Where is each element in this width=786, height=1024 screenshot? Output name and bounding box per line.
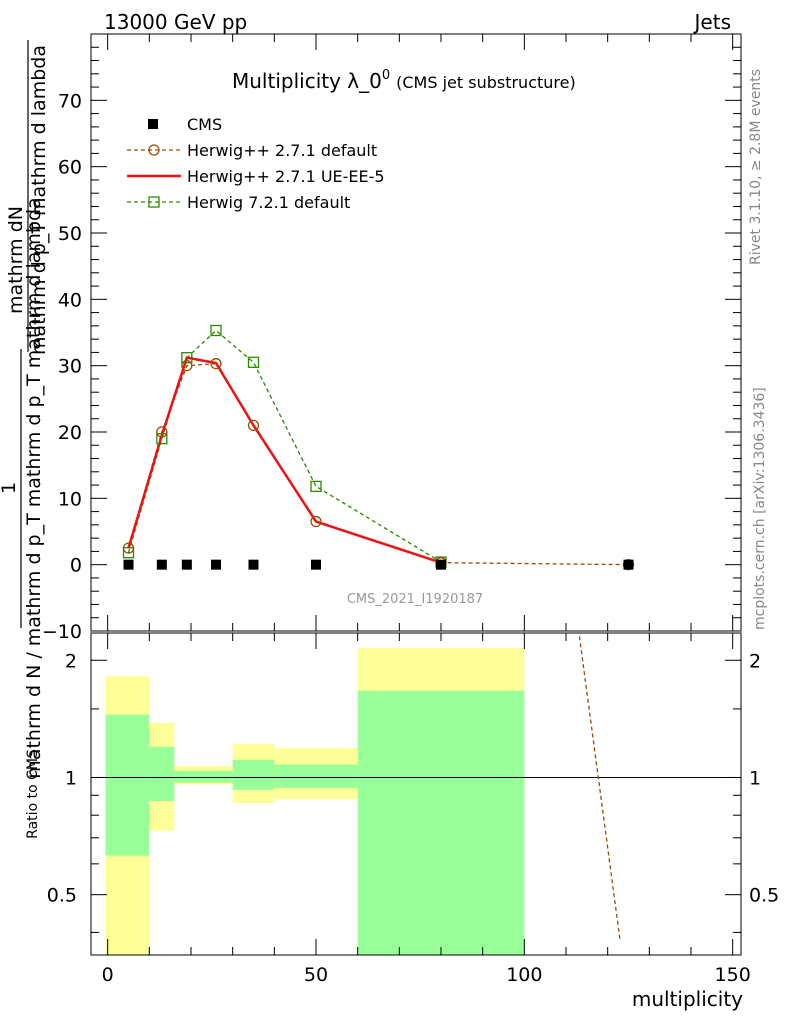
rivet-credit: Rivet 3.1.10, ≥ 2.8M events xyxy=(748,69,764,265)
cms-data-point xyxy=(211,559,221,570)
herwigpp-default-point xyxy=(247,419,260,432)
ratio-y-tick-label-right: 0.5 xyxy=(749,885,779,907)
ratio-y-label: Ratio to CMS xyxy=(25,749,41,839)
herwig7-point xyxy=(156,432,168,445)
series-line-herwigpp-ueee5 xyxy=(127,356,442,564)
legend-label-cms: CMS xyxy=(187,115,222,134)
ratio-axis-ticks: 0.5 0.5 1 1 2 2 0 50 100 150 xyxy=(47,633,779,986)
cms-data-point xyxy=(248,559,259,570)
herwigpp-default-point xyxy=(122,542,135,554)
legend-marker-herwig7 xyxy=(148,196,160,208)
ratio-plot-frame xyxy=(90,632,742,956)
top-y-tick-label: 60 xyxy=(58,157,82,179)
ratio-band-inner xyxy=(274,764,358,788)
legend-marker-herwigpp-default xyxy=(148,144,160,156)
top-series-layer xyxy=(122,324,635,571)
top-y-tick-label: 70 xyxy=(58,90,82,112)
ratio-y-tick-label: 1 xyxy=(65,767,77,789)
top-y-tick-label: −10 xyxy=(42,621,82,643)
cms-data-point xyxy=(156,559,167,570)
legend: CMS Herwig++ 2.7.1 default Herwig++ 2.7.… xyxy=(127,115,385,212)
herwig7-point xyxy=(122,547,135,559)
analysis-label: CMS_2021_I1920187 xyxy=(347,592,483,607)
cms-data-point xyxy=(181,559,192,570)
herwigpp-default-point xyxy=(156,426,168,438)
cms-data-point xyxy=(311,559,321,570)
ratio-bands-layer xyxy=(105,648,525,955)
ratio-band-inner xyxy=(174,770,233,783)
herwigpp-default-point xyxy=(210,358,222,370)
cms-data-point xyxy=(123,559,134,570)
ratio-line-herwigpp-default xyxy=(578,633,621,942)
plot-title: Multiplicity λ_00 (CMS jet substructure) xyxy=(232,68,576,93)
ratio-band-inner xyxy=(357,690,525,955)
x-tick-label: 100 xyxy=(506,964,542,986)
y-label-one: 1 xyxy=(0,482,20,494)
top-y-axis-label: mathrm dN mathrm d p_T mathrm d lambda 1… xyxy=(0,40,50,779)
y-label-line2: mathrm d p_T mathrm d lambda xyxy=(28,45,50,355)
herwig7-point xyxy=(210,324,222,337)
top-axis-ticks: −10 0 10 20 30 40 50 60 70 xyxy=(42,34,741,643)
top-plot-frame xyxy=(90,33,742,632)
ratio-series-layer xyxy=(578,633,621,942)
legend-label-herwig7: Herwig 7.2.1 default xyxy=(187,193,350,212)
herwig7-point xyxy=(310,480,322,493)
plot-title-suffix: (CMS jet substructure) xyxy=(396,73,576,92)
top-y-tick-label: 30 xyxy=(58,356,82,378)
top-y-tick-label: 50 xyxy=(58,223,82,245)
mcplots-credit: mcplots.cern.ch [arXiv:1306.3436] xyxy=(752,387,768,630)
header-left-label: 13000 GeV pp xyxy=(104,10,247,34)
herwig7-point xyxy=(247,356,260,369)
series-line-herwigpp-default xyxy=(127,363,629,566)
ratio-y-tick-label: 0.5 xyxy=(47,885,77,907)
legend-label-herwigpp-default: Herwig++ 2.7.1 default xyxy=(187,141,377,160)
header-right-label: Jets xyxy=(693,10,731,34)
cms-data-point xyxy=(623,559,634,570)
top-y-tick-label: 0 xyxy=(70,555,82,577)
ratio-y-tick-label: 2 xyxy=(65,650,77,672)
y-label-denominator: mathrm d N / mathrm d p_T mathrm d p_T m… xyxy=(23,197,45,778)
ratio-plot-panel: 0.5 0.5 1 1 2 2 0 50 100 150 Ratio to CMS multipl… xyxy=(25,632,779,1011)
cms-data-point xyxy=(436,559,446,570)
herwigpp-default-point xyxy=(181,360,193,372)
plot-title-sup: 0 xyxy=(382,68,390,83)
legend-label-herwigpp-ueee5: Herwig++ 2.7.1 UE-EE-5 xyxy=(187,167,385,186)
x-axis-label: multiplicity xyxy=(632,987,743,1011)
ratio-y-tick-label-right: 1 xyxy=(749,767,761,789)
x-tick-label: 150 xyxy=(715,964,751,986)
ratio-band-inner xyxy=(105,714,150,856)
x-tick-label: 50 xyxy=(304,964,328,986)
ratio-y-tick-label-right: 2 xyxy=(749,650,761,672)
ratio-band-inner xyxy=(232,759,275,790)
plot-title-main: Multiplicity λ_0 xyxy=(232,69,382,93)
x-tick-label: 0 xyxy=(102,964,114,986)
ratio-band-inner xyxy=(149,746,175,802)
top-y-tick-label: 40 xyxy=(58,289,82,311)
series-line-herwig7 xyxy=(127,329,442,563)
top-y-tick-label: 20 xyxy=(58,422,82,444)
herwig7-point xyxy=(181,352,193,364)
top-y-tick-label: 10 xyxy=(58,488,82,510)
herwigpp-default-point xyxy=(310,515,322,528)
y-label-numerator: mathrm dN xyxy=(5,206,27,314)
legend-marker-cms xyxy=(148,119,158,129)
